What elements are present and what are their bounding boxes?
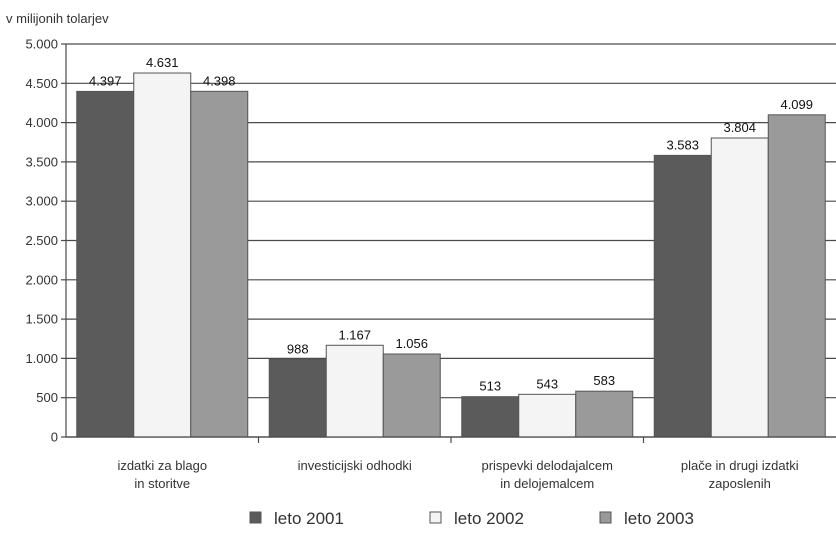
legend-label: leto 2001 — [274, 509, 344, 528]
x-tick-label: zaposlenih — [709, 476, 771, 491]
data-label: 4.397 — [89, 73, 122, 88]
x-tick-label: prispevki delodajalcem — [481, 458, 613, 473]
legend-swatch — [429, 511, 442, 524]
y-tick-label: 0 — [51, 430, 58, 445]
bar — [190, 90, 249, 438]
data-label: 3.583 — [666, 137, 699, 152]
y-tick-label: 4.000 — [25, 115, 58, 130]
bar — [268, 358, 327, 438]
bar — [653, 154, 712, 438]
bar — [382, 353, 441, 438]
bar — [575, 390, 634, 438]
data-label: 4.099 — [780, 97, 813, 112]
bar — [461, 396, 520, 438]
y-tick-label: 2.000 — [25, 272, 58, 287]
data-label: 1.056 — [395, 336, 428, 351]
y-tick-label: 3.000 — [25, 194, 58, 209]
bar — [710, 137, 769, 438]
y-tick-label: 1.500 — [25, 312, 58, 327]
data-label: 4.631 — [146, 55, 179, 70]
x-tick-label: investicijski odhodki — [298, 458, 412, 473]
x-tick-label: in storitve — [134, 476, 190, 491]
bars: 4.397 4.631 4.398 988 1.167 1.056 513 543 583 3.5… — [76, 55, 826, 438]
legend: leto 2001 leto 2002 leto 2003 — [249, 509, 694, 528]
y-axis: 0 500 1.000 1.500 2.000 2.500 3.000 3.500 4.000 4… — [25, 37, 67, 445]
bar — [325, 344, 384, 438]
data-label: 513 — [479, 379, 501, 394]
x-tick-label: izdatki za blago — [117, 458, 207, 473]
y-tick-label: 5.000 — [25, 37, 58, 52]
data-label: 4.398 — [203, 73, 236, 88]
bar — [133, 72, 192, 438]
x-tick-label: in delojemalcem — [500, 476, 594, 491]
bar — [76, 90, 135, 438]
data-label: 543 — [536, 376, 558, 391]
y-unit-label: v milijonih tolarjev — [6, 11, 109, 26]
legend-swatch — [599, 511, 612, 524]
data-label: 988 — [287, 341, 309, 356]
data-label: 1.167 — [338, 327, 371, 342]
y-tick-label: 1.000 — [25, 351, 58, 366]
x-tick-label: plače in drugi izdatki — [681, 458, 799, 473]
data-label: 583 — [593, 373, 615, 388]
y-tick-label: 2.500 — [25, 233, 58, 248]
y-tick-label: 4.500 — [25, 76, 58, 91]
x-axis-labels: izdatki za blago in storitve investicijski… — [66, 436, 836, 491]
y-tick-label: 3.500 — [25, 154, 58, 169]
legend-swatch — [249, 511, 262, 524]
y-tick-label: 500 — [36, 390, 58, 405]
bar — [518, 393, 577, 438]
legend-label: leto 2003 — [624, 509, 694, 528]
bar — [767, 114, 826, 438]
data-label: 3.804 — [723, 120, 756, 135]
legend-label: leto 2002 — [454, 509, 524, 528]
